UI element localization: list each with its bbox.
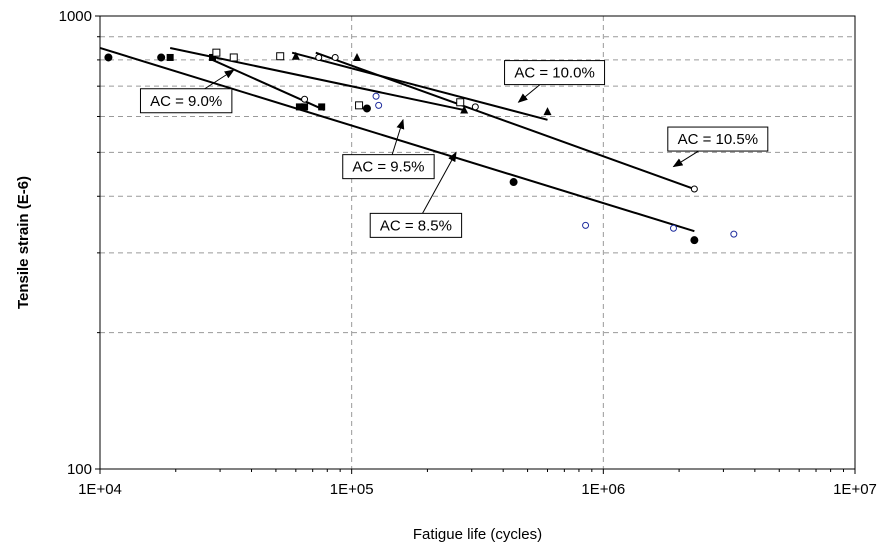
tick-labels: 1E+04 1E+05 1E+06 1E+07 100 1000 <box>59 8 877 498</box>
data-point <box>543 107 552 116</box>
annotation-arrow <box>422 151 457 214</box>
data-point <box>212 48 221 57</box>
annotation-box <box>139 88 233 114</box>
x-axis-title: Fatigue life (cycles) <box>413 526 542 543</box>
x-tick-label: 1E+04 <box>78 481 122 498</box>
data-point <box>509 178 518 187</box>
data-point <box>669 224 677 232</box>
annotation-arrow <box>391 118 405 155</box>
data-point <box>157 53 166 62</box>
data-point <box>104 53 113 62</box>
data-point <box>295 103 303 111</box>
annotation-box <box>504 60 606 86</box>
data-point <box>276 52 285 61</box>
annotation-label: AC = 9.0% <box>150 93 222 110</box>
y-axis-title: Tensile strain (E-6) <box>15 176 32 309</box>
trend-line <box>315 51 695 190</box>
trend-line <box>169 46 465 112</box>
annotation-label: AC = 10.5% <box>678 131 758 148</box>
data-points <box>104 48 738 245</box>
annotation-label: AC = 10.0% <box>514 65 594 82</box>
annotation-arrow <box>517 84 541 103</box>
data-point <box>301 95 309 103</box>
grid-layer <box>99 16 856 469</box>
data-point <box>331 53 339 61</box>
data-point <box>229 53 238 62</box>
annotations: AC = 8.5% AC = 9.0% AC = 9.5% AC = 10.0% AC … <box>139 60 769 238</box>
data-point <box>318 103 326 111</box>
data-point <box>690 185 698 193</box>
data-point <box>375 101 383 109</box>
annotation-label: AC = 8.5% <box>380 217 452 234</box>
data-point <box>301 103 309 111</box>
data-point <box>166 53 174 61</box>
data-point <box>456 98 465 107</box>
y-tick-label: 100 <box>67 461 92 478</box>
x-tick-label: 1E+06 <box>581 481 625 498</box>
annotation-box <box>342 154 435 180</box>
plot-area-frame <box>99 15 856 470</box>
annotation-box <box>369 212 463 238</box>
data-point <box>730 230 738 238</box>
annotation-arrow <box>204 69 235 90</box>
data-point <box>690 236 699 245</box>
data-point <box>362 104 371 113</box>
trend-line <box>291 51 548 121</box>
x-tick-label: 1E+05 <box>330 481 374 498</box>
data-point <box>291 51 300 60</box>
x-tick-label: 1E+07 <box>833 481 877 498</box>
annotation-arrow <box>672 150 699 168</box>
data-point <box>460 105 469 114</box>
data-point <box>355 101 364 110</box>
data-point <box>372 92 380 100</box>
data-point <box>315 53 323 61</box>
annotation-box <box>667 126 769 152</box>
data-point <box>209 53 217 61</box>
data-point <box>471 103 479 111</box>
data-point <box>582 221 590 229</box>
y-tick-label: 1000 <box>59 8 92 25</box>
data-point <box>352 52 361 61</box>
annotation-label: AC = 9.5% <box>352 159 424 176</box>
